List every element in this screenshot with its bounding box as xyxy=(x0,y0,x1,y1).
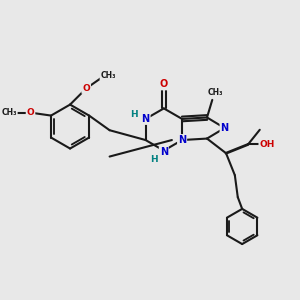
Text: OH: OH xyxy=(260,140,275,149)
Text: N: N xyxy=(160,147,168,157)
Text: N: N xyxy=(178,135,186,145)
Text: CH₃: CH₃ xyxy=(208,88,223,97)
Text: N: N xyxy=(142,114,150,124)
Text: O: O xyxy=(82,84,90,93)
Text: CH₃: CH₃ xyxy=(100,71,116,80)
Text: O: O xyxy=(27,108,34,117)
Text: CH₃: CH₃ xyxy=(2,108,17,117)
Text: N: N xyxy=(220,123,229,133)
Text: O: O xyxy=(160,80,168,89)
Text: H: H xyxy=(130,110,138,119)
Text: H: H xyxy=(150,155,158,164)
